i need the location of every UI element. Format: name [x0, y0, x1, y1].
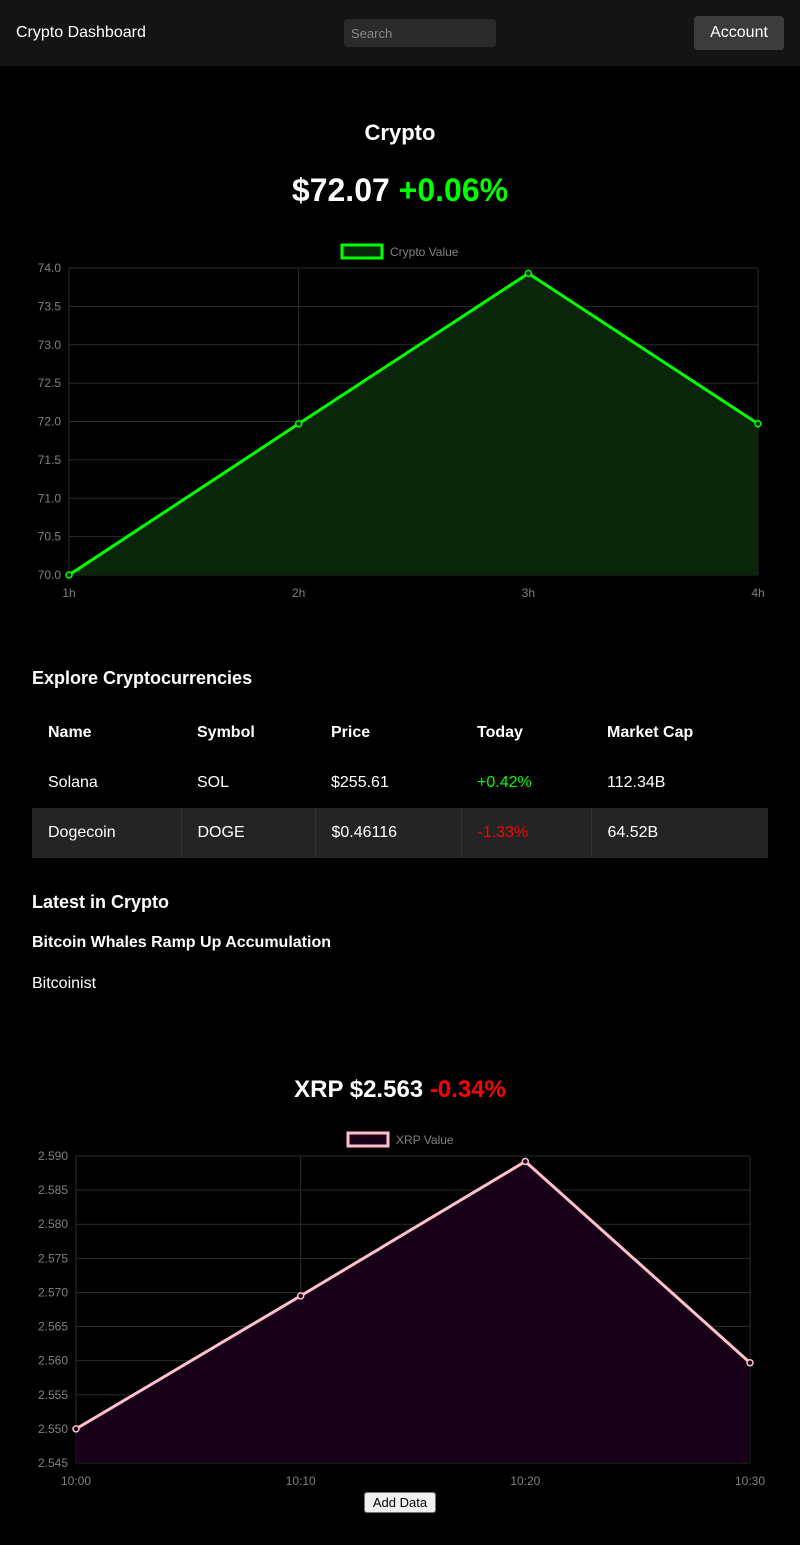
data-point [72, 1425, 80, 1433]
cell-today: -1.33% [460, 808, 591, 858]
series-line [68, 271, 759, 577]
x-tick-label: 10:00 [61, 1474, 91, 1488]
x-tick-label: 3h [522, 586, 535, 600]
table-row[interactable]: Dogecoin DOGE $0.46116 -1.33% 64.52B [32, 808, 768, 858]
xrp-value-chart: 2.590 2.585 2.580 2.575 2.570 2.565 2.560 2.555… [38, 1131, 765, 1488]
y-tick-label: 73.5 [38, 299, 62, 313]
cell-symbol: DOGE [180, 808, 315, 858]
crypto-table: Name Symbol Price Today Market Cap Solan… [32, 708, 768, 858]
y-tick-label: 2.575 [38, 1251, 68, 1265]
y-tick-label: 70.5 [38, 530, 62, 544]
y-tick-label: 2.590 [38, 1149, 68, 1163]
data-point [524, 269, 533, 278]
xrp-price: $2.563 [349, 1076, 424, 1103]
series-area [69, 273, 758, 575]
legend-swatch [340, 243, 384, 260]
news-heading: Latest in Crypto [32, 892, 170, 912]
account-button[interactable]: Account [694, 16, 784, 50]
y-tick-label: 2.580 [38, 1217, 68, 1231]
legend-label: XRP Value [396, 1133, 454, 1147]
cell-market-cap: 64.52B [590, 808, 768, 858]
price-value: $72.07 [291, 172, 390, 208]
y-tick-label: 2.570 [38, 1285, 68, 1299]
top-bar: Crypto Dashboard Account [0, 0, 800, 66]
y-tick-label: 74.0 [38, 261, 62, 275]
column-header-market-cap: Market Cap [607, 724, 694, 741]
explore-heading: Explore Cryptocurrencies [32, 668, 253, 688]
y-tick-label: 2.545 [38, 1456, 68, 1470]
y-tick-label: 72.0 [38, 415, 62, 429]
legend-label: Crypto Value [390, 245, 459, 259]
data-point [294, 420, 303, 428]
y-tick-label: 70.0 [38, 568, 62, 582]
y-tick-label: 2.550 [38, 1422, 68, 1436]
cell-price: $0.46116 [314, 808, 461, 858]
cell-price: $255.61 [331, 774, 389, 791]
xrp-name: XRP [294, 1076, 344, 1103]
cell-symbol: SOL [197, 774, 230, 791]
cell-today: +0.42% [477, 774, 532, 791]
cell-name: Dogecoin [32, 808, 181, 858]
xrp-change: -0.34% [429, 1076, 506, 1103]
y-tick-label: 71.5 [38, 453, 62, 467]
current-price: $72.07 +0.06% [0, 172, 800, 209]
data-point [521, 1157, 530, 1166]
news-article-title[interactable]: Bitcoin Whales Ramp Up Accumulation [32, 934, 331, 951]
y-tick-label: 2.560 [38, 1354, 68, 1368]
add-data-button[interactable]: Add Data [364, 1492, 436, 1513]
cell-market-cap: 112.34B [607, 774, 666, 791]
data-point [746, 1358, 754, 1367]
data-point [296, 1292, 305, 1300]
xrp-price-header: XRP $2.563 -0.34% [0, 1076, 800, 1104]
x-tick-label: 10:30 [735, 1474, 765, 1488]
y-tick-label: 73.0 [38, 338, 62, 352]
page-title: Crypto [364, 120, 436, 145]
cell-name: Solana [48, 774, 98, 791]
price-change: +0.06% [398, 172, 509, 208]
app-title: Crypto Dashboard [16, 24, 146, 41]
search-input[interactable] [344, 19, 496, 47]
y-tick-label: 71.0 [38, 491, 62, 505]
y-tick-label: 2.565 [38, 1320, 68, 1334]
x-tick-label: 4h [751, 586, 764, 600]
y-tick-label: 2.555 [38, 1388, 68, 1402]
news-source: Bitcoinist [32, 975, 97, 992]
column-header-today: Today [477, 724, 523, 741]
data-point [65, 571, 73, 579]
column-header-name: Name [48, 724, 92, 741]
data-point [754, 420, 762, 428]
column-header-price: Price [331, 724, 371, 741]
crypto-value-chart: 74.0 73.5 73.0 72.5 72.0 71.5 71.0 70.5 70.01h 2h… [38, 243, 765, 600]
table-row[interactable]: Solana SOL $255.61 +0.42% 112.34B [32, 758, 768, 808]
x-tick-label: 10:20 [510, 1474, 540, 1488]
series-line [75, 1159, 752, 1431]
x-tick-label: 10:10 [286, 1474, 316, 1488]
column-header-symbol: Symbol [197, 724, 255, 741]
x-tick-label: 1h [62, 586, 75, 600]
series-area [76, 1161, 750, 1463]
x-tick-label: 2h [292, 586, 305, 600]
y-tick-label: 72.5 [38, 376, 62, 390]
table-header-row: Name Symbol Price Today Market Cap [32, 708, 768, 758]
y-tick-label: 2.585 [38, 1183, 68, 1197]
legend-swatch [346, 1131, 390, 1148]
